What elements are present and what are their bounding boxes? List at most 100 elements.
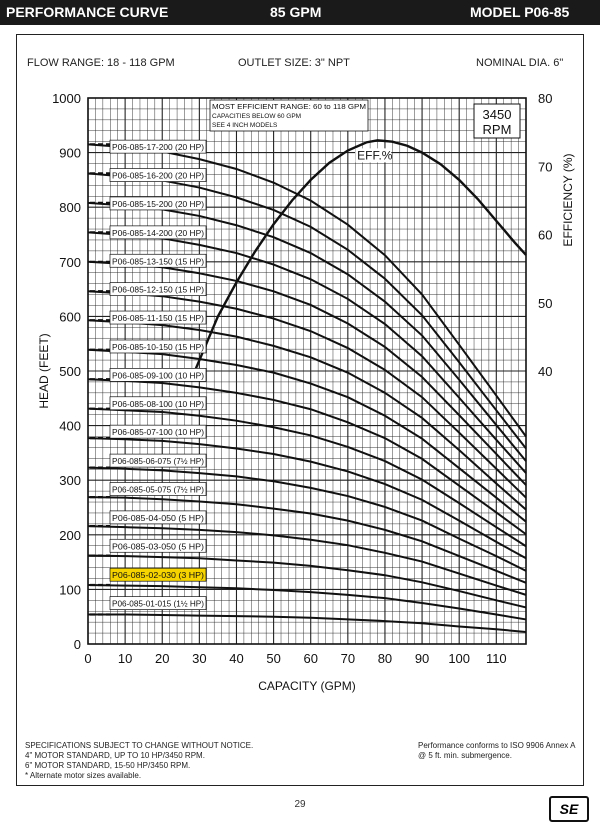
curve-label-box xyxy=(109,596,207,610)
annotation-line-3: SEE 4 INCH MODELS xyxy=(212,122,278,129)
curve-label: P06-085-05-075 (7½ HP) xyxy=(112,484,204,494)
curve-label-box xyxy=(109,225,207,240)
curve-label: P06-085-13-150 (15 HP) xyxy=(112,256,204,266)
annotation-box xyxy=(209,99,369,132)
curve-label-box xyxy=(109,253,207,268)
curve-label: P06-085-01-015 (1½ HP) xyxy=(112,599,204,609)
curve-label-box xyxy=(109,368,207,382)
head-curve xyxy=(87,290,527,499)
curve-label-box xyxy=(109,510,207,525)
curve-label: P06-085-07-100 (10 HP) xyxy=(112,427,204,437)
plot-border xyxy=(87,97,527,645)
y-tick-label: 200 xyxy=(59,528,81,543)
header-bar: PERFORMANCE CURVE 85 GPM MODEL P06-85 xyxy=(0,0,600,25)
head-curve xyxy=(87,466,527,572)
page-number: 29 xyxy=(294,799,306,810)
x-tick-label: 100 xyxy=(448,651,470,666)
annotation-line-1: MOST EFFICIENT RANGE: 60 to 118 GPM xyxy=(212,102,366,111)
x-tick-label: 10 xyxy=(118,651,132,666)
y-tick-label: 700 xyxy=(59,255,81,270)
head-curve xyxy=(87,554,527,609)
y2-axis-label: EFFICIENCY (%) xyxy=(561,153,575,246)
y2-tick-label: 70 xyxy=(538,159,552,174)
head-curve xyxy=(87,319,527,511)
y2-tick-label: 40 xyxy=(538,364,552,379)
head-curve xyxy=(87,496,527,584)
header-flow: 85 GPM xyxy=(270,4,322,20)
curve-label: P06-085-08-100 (10 HP) xyxy=(112,399,204,409)
footer-note-1: SPECIFICATIONS SUBJECT TO CHANGE WITHOUT… xyxy=(25,741,254,750)
x-tick-label: 40 xyxy=(229,651,243,666)
y-tick-label: 600 xyxy=(59,309,81,324)
company-logo: SE xyxy=(549,796,589,822)
curve-label-box xyxy=(109,482,207,496)
curve-label: P06-085-04-050 (5 HP) xyxy=(112,513,204,523)
y2-tick-label: 50 xyxy=(538,296,552,311)
y-tick-label: 800 xyxy=(59,200,81,215)
curve-label-box-highlighted xyxy=(109,567,207,582)
iso-notes: Performance conforms to ISO 9906 Annex A… xyxy=(418,741,575,761)
curve-label: P06-085-14-200 (20 HP) xyxy=(112,228,204,238)
curve-label: P06-085-02-030 (3 HP) xyxy=(112,570,204,580)
footer-note-3: 6" MOTOR STANDARD, 15-50 HP/3450 RPM. xyxy=(25,761,191,770)
y-tick-label: 300 xyxy=(59,473,81,488)
x-tick-label: 0 xyxy=(84,651,91,666)
chart-frame xyxy=(16,34,584,786)
y-tick-label: 0 xyxy=(74,637,81,652)
outlet-size: OUTLET SIZE: 3" NPT xyxy=(238,57,350,69)
curve-label: P06-085-09-100 (10 HP) xyxy=(112,370,204,380)
rpm-box xyxy=(473,103,521,139)
x-tick-label: 20 xyxy=(155,651,169,666)
curve-label: P06-085-15-200 (20 HP) xyxy=(112,199,204,209)
header-model: MODEL P06-85 xyxy=(470,4,570,20)
rpm-value: 3450 xyxy=(483,107,512,122)
x-tick-label: 80 xyxy=(378,651,392,666)
curve-label-box xyxy=(109,396,207,411)
efficiency-curve xyxy=(190,139,527,379)
head-curve xyxy=(87,378,527,536)
x-axis-label: CAPACITY (GPM) xyxy=(258,679,356,693)
curve-label: P06-085-16-200 (20 HP) xyxy=(112,171,204,181)
curve-label: P06-085-03-050 (5 HP) xyxy=(112,541,204,551)
y-tick-label: 900 xyxy=(59,146,81,161)
y-tick-label: 400 xyxy=(59,419,81,434)
x-tick-label: 60 xyxy=(303,651,317,666)
x-tick-label: 110 xyxy=(486,651,507,666)
x-tick-label: 70 xyxy=(341,651,355,666)
curve-label-box xyxy=(109,339,207,354)
head-curve xyxy=(87,437,527,560)
curve-label-box xyxy=(109,282,207,297)
x-tick-label: 50 xyxy=(266,651,280,666)
footer-note-4: * Alternate motor sizes available. xyxy=(25,771,142,780)
y-tick-label: 500 xyxy=(59,364,81,379)
y-tick-label: 1000 xyxy=(52,91,81,106)
curve-label-box xyxy=(109,424,207,439)
header-title: PERFORMANCE CURVE xyxy=(6,4,169,20)
curve-label: P06-085-11-150 (15 HP) xyxy=(112,313,204,323)
y2-tick-label: 80 xyxy=(538,91,552,106)
curve-label-box xyxy=(109,310,207,325)
head-curve xyxy=(87,348,527,523)
flow-range: FLOW RANGE: 18 - 118 GPM xyxy=(27,57,175,69)
head-curve xyxy=(87,525,527,596)
x-tick-label: 90 xyxy=(415,651,429,666)
curve-label-box xyxy=(109,538,207,553)
footer-note-2: 4" MOTOR STANDARD, UP TO 10 HP/3450 RPM. xyxy=(25,751,205,760)
head-curve xyxy=(87,407,527,548)
iso-note-2: @ 5 ft. min. submergence. xyxy=(418,751,512,760)
curve-label-box xyxy=(109,168,207,182)
rpm-unit: RPM xyxy=(483,122,512,137)
footer-notes: SPECIFICATIONS SUBJECT TO CHANGE WITHOUT… xyxy=(25,741,253,781)
y-axis-label: HEAD (FEET) xyxy=(37,333,51,408)
curve-label: P06-085-17-200 (20 HP) xyxy=(112,142,204,152)
efficiency-label: EFF.% xyxy=(357,148,393,162)
efficiency-label-bg xyxy=(355,148,392,163)
head-curve xyxy=(87,584,527,621)
curve-label: P06-085-12-150 (15 HP) xyxy=(112,285,204,295)
curve-label: P06-085-06-075 (7½ HP) xyxy=(112,456,204,466)
head-curve xyxy=(88,613,527,633)
y2-tick-label: 60 xyxy=(538,228,552,243)
curve-label: P06-085-10-150 (15 HP) xyxy=(112,342,204,352)
y-tick-label: 100 xyxy=(59,582,81,597)
curve-label-box xyxy=(109,196,207,211)
